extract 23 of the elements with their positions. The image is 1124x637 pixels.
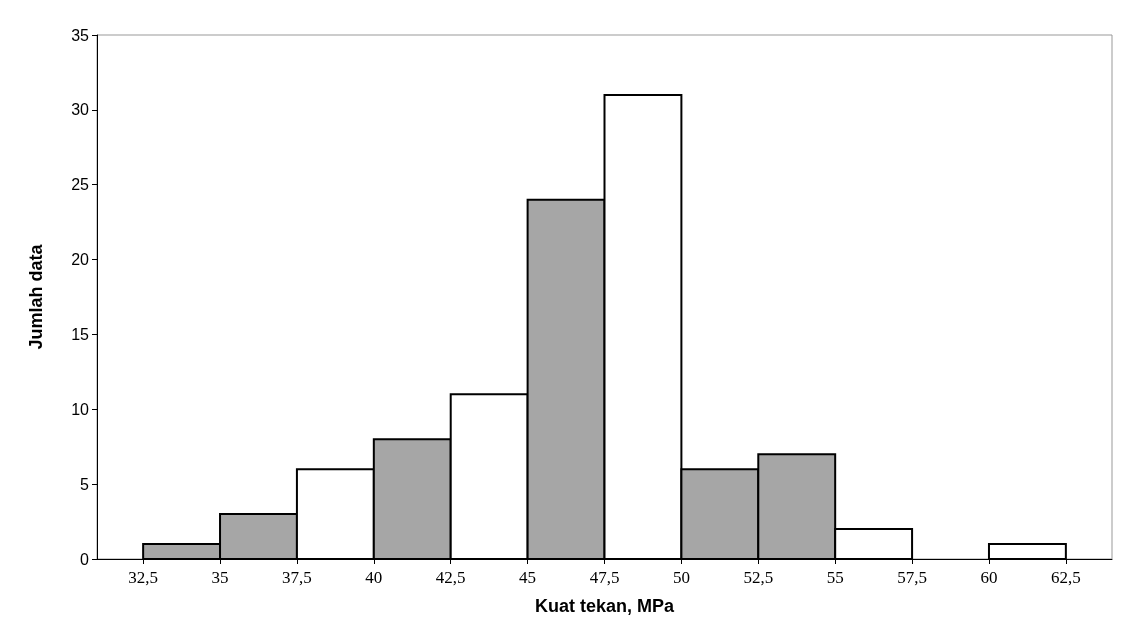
y-tick-label: 5 — [80, 475, 90, 493]
x-tick-label: 42,5 — [435, 568, 466, 587]
x-tick-label: 50 — [672, 568, 690, 587]
x-tick-label: 45 — [519, 568, 537, 587]
x-tick-label: 52,5 — [743, 568, 774, 587]
x-tick-label: 57,5 — [897, 568, 927, 587]
x-axis-title: Kuat tekan, MPa — [534, 596, 675, 616]
x-tick-label: 35 — [211, 568, 229, 587]
y-tick-label: 35 — [71, 26, 90, 44]
x-tick-label: 60 — [980, 568, 998, 587]
y-tick-label: 25 — [71, 176, 90, 194]
x-tick-label: 55 — [826, 568, 844, 587]
x-tick-label: 62,5 — [1050, 568, 1081, 587]
x-tick-label: 47,5 — [589, 568, 620, 587]
x-tick-label: 40 — [365, 568, 383, 587]
x-tick-label: 37,5 — [282, 568, 312, 587]
y-axis-title: Jumlah data — [26, 243, 46, 350]
y-tick-label: 30 — [71, 101, 90, 119]
y-tick-label: 15 — [71, 325, 90, 343]
y-tick-label: 10 — [71, 400, 90, 418]
x-tick-label: 32,5 — [128, 568, 159, 587]
y-tick-label: 0 — [80, 550, 90, 568]
y-tick-label: 20 — [71, 251, 90, 269]
